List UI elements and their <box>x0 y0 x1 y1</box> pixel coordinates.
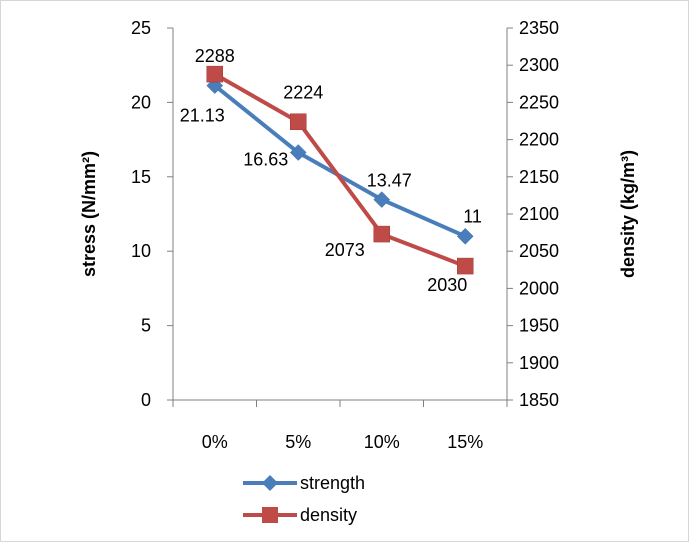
y-right-tick-label: 2250 <box>519 92 559 112</box>
series-layer <box>206 65 474 275</box>
y-left-tick-label: 5 <box>141 316 151 336</box>
strength-point <box>373 191 391 208</box>
x-tick-label: 15% <box>447 432 483 452</box>
y-right-tick-label: 2300 <box>519 55 559 75</box>
density-point <box>457 257 474 275</box>
x-tick-label: 0% <box>202 432 228 452</box>
density-data-label: 2030 <box>427 275 467 295</box>
legend-strength-label: strength <box>300 473 365 493</box>
strength-data-label: 16.63 <box>243 150 288 170</box>
legend-strength-marker <box>262 475 278 491</box>
y-right-tick-label: 2150 <box>519 167 559 187</box>
strength-data-label: 13.47 <box>367 171 412 191</box>
y-left-tick-label: 0 <box>141 390 151 410</box>
legend-density-label: density <box>300 505 357 525</box>
density-point <box>373 225 390 243</box>
y-right-tick-label: 1850 <box>519 390 559 410</box>
y-left-tick-label: 15 <box>131 167 151 187</box>
y-left-tick-label: 20 <box>131 92 151 112</box>
legend-density-marker <box>262 507 278 523</box>
density-point <box>290 113 307 130</box>
strength-point <box>456 227 474 245</box>
y-right-tick-label: 2100 <box>519 204 559 224</box>
y-right-tick-label: 2200 <box>519 130 559 150</box>
x-tick-label: 10% <box>364 432 400 452</box>
labels-layer: 21.13 16.63 13.47 11 2288 2224 2073 2030 <box>180 46 482 295</box>
density-line <box>213 72 466 268</box>
strength-data-label: 21.13 <box>180 106 225 126</box>
legend: strength density <box>243 473 365 525</box>
y-axis-right-title: density (kg/m³) <box>618 150 638 278</box>
y-right-tick-label: 1950 <box>519 316 559 336</box>
strength-data-label: 11 <box>463 206 482 226</box>
axes-layer: 0 5 10 15 20 25 1850 1900 1950 2000 2050 2100 2150 22… <box>131 18 559 452</box>
y-right-tick-label: 2350 <box>519 18 559 38</box>
y-right-tick-label: 2000 <box>519 278 559 298</box>
y-right-tick-label: 2050 <box>519 241 559 261</box>
density-point <box>206 65 223 83</box>
density-data-label: 2224 <box>283 83 323 103</box>
density-data-label: 2288 <box>195 46 235 66</box>
y-right-tick-label: 1900 <box>519 353 559 373</box>
y-axis-left-title: stress (N/mm²) <box>79 151 99 277</box>
y-left-tick-label: 10 <box>131 241 151 261</box>
density-data-label: 2073 <box>325 240 365 260</box>
strength-point <box>289 144 307 161</box>
x-tick-label: 5% <box>285 432 311 452</box>
y-left-tick-label: 25 <box>131 18 151 38</box>
